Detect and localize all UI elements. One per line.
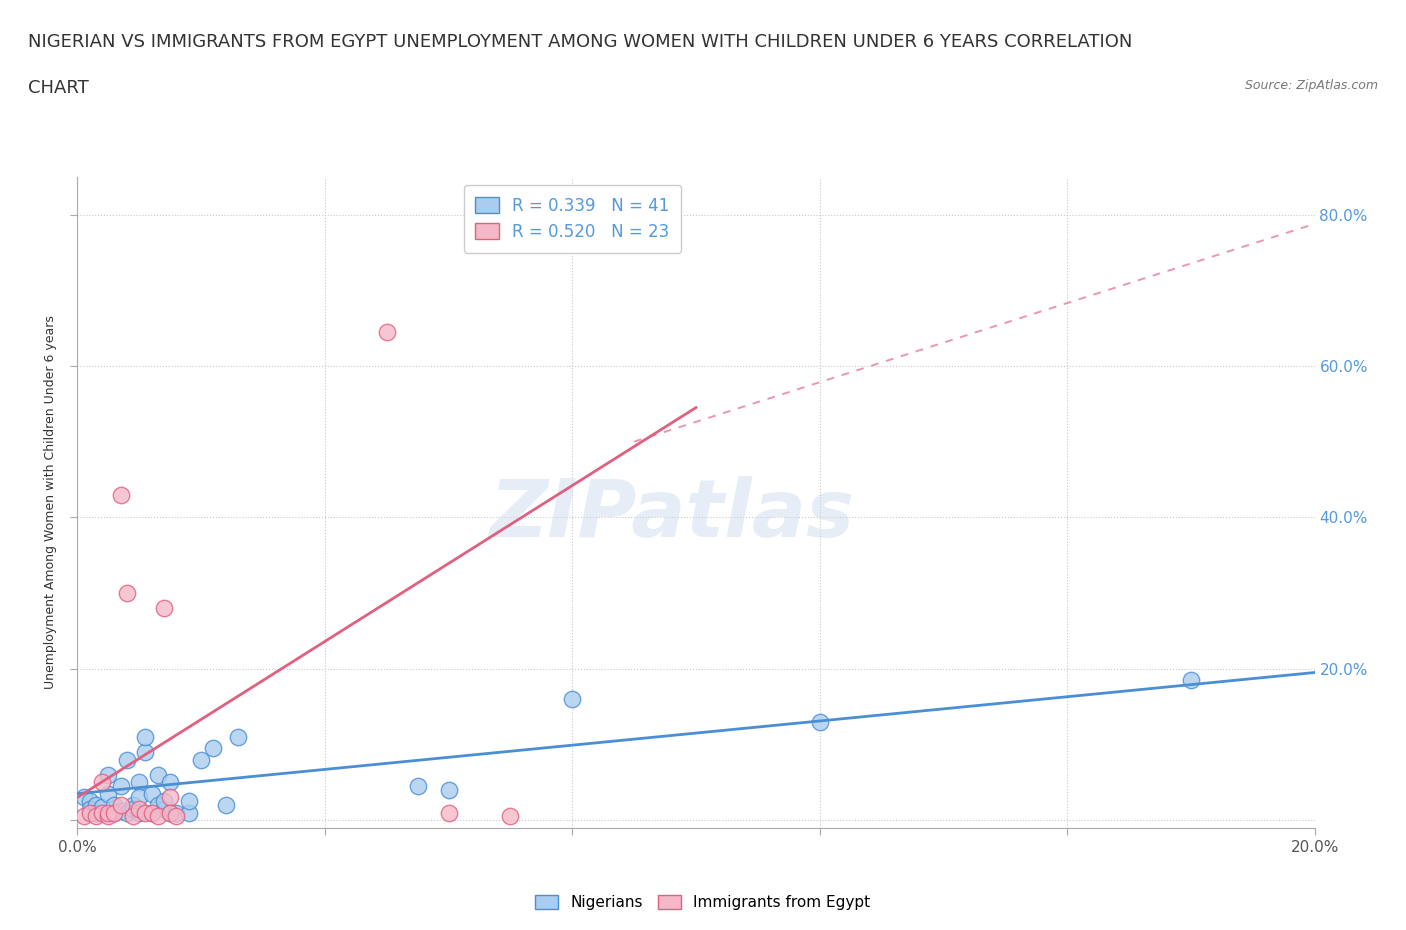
Point bbox=[128, 775, 150, 790]
Point bbox=[141, 786, 163, 801]
Point bbox=[153, 802, 176, 817]
Point bbox=[165, 805, 187, 820]
Point bbox=[115, 586, 138, 601]
Point bbox=[177, 805, 200, 820]
Point bbox=[141, 805, 163, 820]
Point bbox=[406, 778, 429, 793]
Point bbox=[134, 729, 156, 744]
Point bbox=[437, 805, 460, 820]
Point bbox=[115, 805, 138, 820]
Point bbox=[153, 794, 176, 809]
Point bbox=[84, 809, 107, 824]
Point bbox=[146, 809, 169, 824]
Point bbox=[79, 794, 101, 809]
Point bbox=[146, 798, 169, 813]
Point bbox=[159, 805, 181, 820]
Point bbox=[808, 714, 831, 729]
Point bbox=[1180, 672, 1202, 687]
Point bbox=[499, 809, 522, 824]
Point bbox=[103, 805, 125, 820]
Point bbox=[97, 805, 120, 820]
Point bbox=[110, 798, 132, 813]
Point bbox=[153, 601, 176, 616]
Point bbox=[177, 794, 200, 809]
Point bbox=[226, 729, 249, 744]
Point bbox=[165, 809, 187, 824]
Point bbox=[97, 786, 120, 801]
Point bbox=[128, 805, 150, 820]
Point bbox=[375, 325, 398, 339]
Text: CHART: CHART bbox=[28, 79, 89, 97]
Point bbox=[115, 752, 138, 767]
Y-axis label: Unemployment Among Women with Children Under 6 years: Unemployment Among Women with Children U… bbox=[44, 315, 58, 689]
Point bbox=[190, 752, 212, 767]
Point bbox=[79, 802, 101, 817]
Point bbox=[110, 778, 132, 793]
Point bbox=[134, 745, 156, 760]
Point bbox=[122, 802, 145, 817]
Text: ZIPatlas: ZIPatlas bbox=[489, 476, 853, 554]
Point bbox=[84, 805, 107, 820]
Point bbox=[84, 798, 107, 813]
Point bbox=[97, 809, 120, 824]
Point bbox=[159, 805, 181, 820]
Point bbox=[122, 809, 145, 824]
Point bbox=[103, 805, 125, 820]
Point bbox=[110, 804, 132, 818]
Point bbox=[128, 790, 150, 804]
Point bbox=[72, 790, 94, 804]
Point bbox=[79, 805, 101, 820]
Point bbox=[91, 775, 114, 790]
Point bbox=[437, 782, 460, 797]
Point bbox=[159, 790, 181, 804]
Text: Source: ZipAtlas.com: Source: ZipAtlas.com bbox=[1244, 79, 1378, 92]
Point bbox=[159, 775, 181, 790]
Point bbox=[91, 805, 114, 820]
Point bbox=[110, 487, 132, 502]
Point bbox=[122, 798, 145, 813]
Point bbox=[215, 798, 238, 813]
Point bbox=[134, 805, 156, 820]
Point bbox=[561, 692, 583, 707]
Point bbox=[97, 767, 120, 782]
Point bbox=[103, 798, 125, 813]
Point bbox=[146, 767, 169, 782]
Text: NIGERIAN VS IMMIGRANTS FROM EGYPT UNEMPLOYMENT AMONG WOMEN WITH CHILDREN UNDER 6: NIGERIAN VS IMMIGRANTS FROM EGYPT UNEMPL… bbox=[28, 33, 1132, 50]
Point bbox=[91, 799, 114, 814]
Point bbox=[72, 809, 94, 824]
Point bbox=[141, 805, 163, 820]
Legend: R = 0.339   N = 41, R = 0.520   N = 23: R = 0.339 N = 41, R = 0.520 N = 23 bbox=[464, 185, 681, 253]
Legend: Nigerians, Immigrants from Egypt: Nigerians, Immigrants from Egypt bbox=[527, 887, 879, 918]
Point bbox=[202, 741, 225, 756]
Point bbox=[128, 802, 150, 817]
